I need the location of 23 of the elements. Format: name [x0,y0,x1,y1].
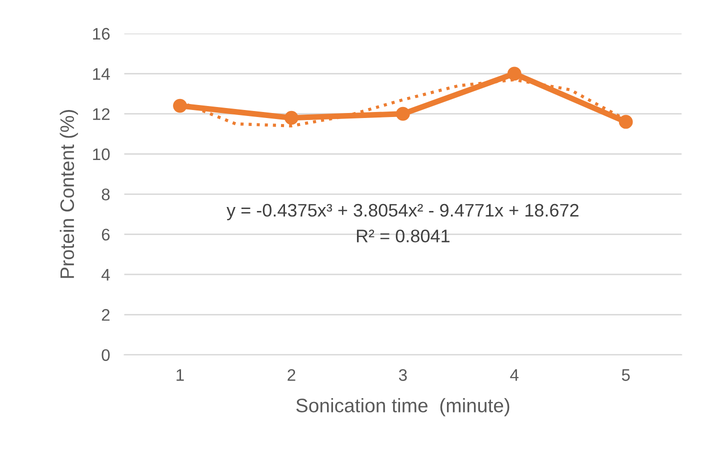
x-tick-label: 4 [510,369,519,381]
annotation: R² = 0.8041 [356,230,450,242]
point [507,66,522,81]
y-axis-title: Protein Content (%) [60,110,78,278]
y-tick-label: 10 [93,148,110,160]
point [618,114,633,129]
y-tick-label: 2 [102,309,110,321]
point [173,98,187,113]
x-tick-label: 3 [398,369,407,381]
x-axis-title: Sonication time (minute) [296,398,510,416]
y-tick-label: 0 [102,349,110,362]
point [284,110,298,125]
y-tick-label: 14 [93,68,110,80]
x-tick-label: 1 [176,369,184,381]
y-tick-label: 12 [93,108,110,120]
y-tick-label: 8 [102,188,110,200]
x-tick-label: 5 [622,369,630,381]
x-tick-label: 2 [288,369,296,381]
y-tick-label: 6 [102,228,110,241]
point [396,106,410,121]
annotation: y = -0.4375x³ + 3.8054x² - 9.4771x + 18.672 [226,204,578,220]
y-tick-label: 4 [101,269,110,281]
y-tick-label: 16 [93,28,110,40]
